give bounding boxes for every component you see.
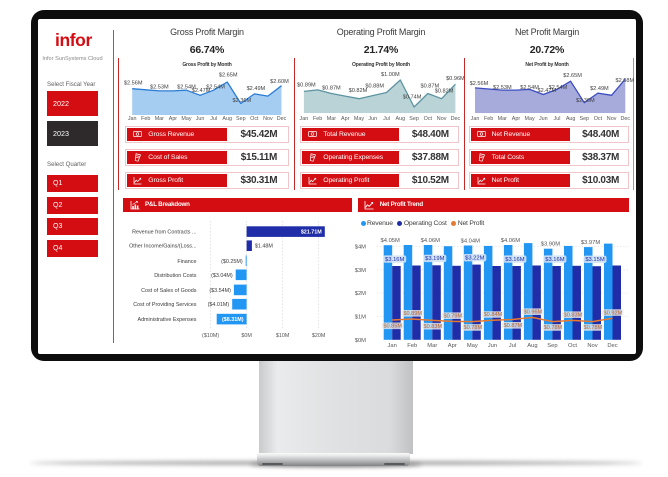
svg-text:$0.96M: $0.96M <box>524 309 543 315</box>
svg-text:$21.71M: $21.71M <box>301 230 322 236</box>
svg-text:Sep: Sep <box>547 343 557 349</box>
svg-text:$4.04M: $4.04M <box>461 239 481 245</box>
svg-text:$2.54M: $2.54M <box>520 85 539 91</box>
svg-text:$0.74M: $0.74M <box>403 95 422 101</box>
svg-text:$0.82M: $0.82M <box>349 88 368 94</box>
svg-text:$2.54M: $2.54M <box>177 85 196 91</box>
svg-text:$0.78M: $0.78M <box>463 325 482 331</box>
svg-text:$0.89M: $0.89M <box>403 311 422 317</box>
svg-text:$3.22M: $3.22M <box>465 255 485 261</box>
svg-text:$0.87M: $0.87M <box>420 84 439 90</box>
svg-text:$4.05M: $4.05M <box>381 238 401 244</box>
svg-text:$2.53M: $2.53M <box>150 85 169 91</box>
svg-text:($3.54M): ($3.54M) <box>209 288 231 294</box>
svg-text:Apr: Apr <box>448 343 457 349</box>
svg-text:$0.78M: $0.78M <box>544 325 563 331</box>
svg-text:$2.65M: $2.65M <box>563 73 582 79</box>
svg-text:($3.04M): ($3.04M) <box>211 273 233 279</box>
svg-text:$1.48M: $1.48M <box>255 244 273 250</box>
svg-text:($0.25M): ($0.25M) <box>221 259 243 265</box>
svg-text:$0M: $0M <box>355 338 366 344</box>
svg-text:$2M: $2M <box>355 291 366 297</box>
svg-text:$3.15M: $3.15M <box>585 257 605 263</box>
svg-text:$2.36M: $2.36M <box>576 98 595 104</box>
svg-text:Other Income/Gains/(Loss...: Other Income/Gains/(Loss... <box>129 244 196 250</box>
svg-text:$0.87M: $0.87M <box>322 85 341 91</box>
svg-text:$2.60M: $2.60M <box>270 79 289 85</box>
svg-text:($4.01M): ($4.01M) <box>208 302 230 308</box>
svg-text:$0.84M: $0.84M <box>484 312 503 318</box>
svg-text:$0.82M: $0.82M <box>435 88 454 94</box>
svg-text:$2.54M: $2.54M <box>549 85 568 91</box>
svg-text:$20M: $20M <box>312 333 326 339</box>
svg-text:$3.97M: $3.97M <box>581 240 601 246</box>
svg-text:Dec: Dec <box>607 343 617 349</box>
svg-text:$0.88M: $0.88M <box>365 83 384 89</box>
svg-text:$2.65M: $2.65M <box>219 73 238 79</box>
svg-text:$0.89M: $0.89M <box>297 83 316 89</box>
svg-text:$0.83M: $0.83M <box>423 324 442 330</box>
svg-text:($10M): ($10M) <box>202 333 219 339</box>
svg-text:Feb: Feb <box>407 343 417 349</box>
svg-text:$2.68M: $2.68M <box>615 78 634 84</box>
svg-text:Jul: Jul <box>509 343 516 349</box>
svg-text:$1M: $1M <box>355 315 366 321</box>
svg-text:$3.90M: $3.90M <box>541 242 561 248</box>
svg-text:$0.78M: $0.78M <box>584 325 603 331</box>
svg-text:$2.53M: $2.53M <box>493 85 512 91</box>
svg-text:$2.49M: $2.49M <box>247 86 266 92</box>
svg-text:$4M: $4M <box>355 244 366 250</box>
svg-text:Distribution Costs: Distribution Costs <box>154 273 197 279</box>
svg-text:$10M: $10M <box>276 333 290 339</box>
svg-text:Aug: Aug <box>527 343 537 349</box>
svg-text:$0.96M: $0.96M <box>446 76 464 82</box>
svg-text:($8.31M): ($8.31M) <box>222 317 244 323</box>
svg-text:$2.36M: $2.36M <box>232 98 251 104</box>
svg-text:$0.87M: $0.87M <box>504 323 523 329</box>
svg-text:$0.92M: $0.92M <box>604 310 623 316</box>
svg-text:Jun: Jun <box>488 343 497 349</box>
svg-text:$4.06M: $4.06M <box>421 238 441 244</box>
svg-text:$4.06M: $4.06M <box>501 238 521 244</box>
svg-text:Cost of Providing Services: Cost of Providing Services <box>133 302 197 308</box>
svg-text:$2.56M: $2.56M <box>124 81 143 87</box>
svg-text:Nov: Nov <box>587 343 597 349</box>
svg-text:$2.54M: $2.54M <box>206 85 225 91</box>
svg-text:Jan: Jan <box>388 343 397 349</box>
svg-text:$0.79M: $0.79M <box>443 313 462 319</box>
svg-text:$1.00M: $1.00M <box>381 72 400 78</box>
svg-text:$0.85M: $0.85M <box>383 324 402 330</box>
svg-text:Finance: Finance <box>177 259 196 265</box>
svg-text:$0M: $0M <box>241 333 252 339</box>
svg-text:$0.83M: $0.83M <box>564 312 583 318</box>
svg-text:Mar: Mar <box>427 343 437 349</box>
svg-text:May: May <box>467 343 478 349</box>
svg-text:$3.16M: $3.16M <box>545 257 565 263</box>
svg-text:Administrative Expenses: Administrative Expenses <box>137 317 196 323</box>
svg-text:Oct: Oct <box>568 343 577 349</box>
svg-text:$3.16M: $3.16M <box>505 257 525 263</box>
svg-text:$2.56M: $2.56M <box>470 81 489 87</box>
svg-text:$3M: $3M <box>355 268 366 274</box>
svg-text:$2.49M: $2.49M <box>590 86 609 92</box>
svg-text:$2.47M: $2.47M <box>537 88 556 94</box>
svg-text:Revenue from Contracts ...: Revenue from Contracts ... <box>132 230 196 236</box>
svg-text:$2.47M: $2.47M <box>192 88 211 94</box>
svg-text:$3.16M: $3.16M <box>385 257 405 263</box>
svg-text:Cost of Sales of Goods: Cost of Sales of Goods <box>141 288 197 294</box>
svg-text:$3.19M: $3.19M <box>425 256 445 262</box>
